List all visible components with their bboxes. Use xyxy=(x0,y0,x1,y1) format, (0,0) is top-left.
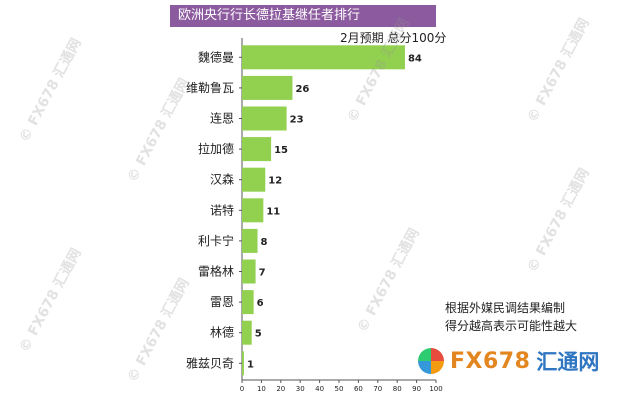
data-label: 7 xyxy=(259,268,266,279)
bar xyxy=(242,45,405,70)
category-label: 汉森 xyxy=(210,172,234,187)
category-label: 魏德曼 xyxy=(198,49,234,64)
x-tick-label: 70 xyxy=(373,385,382,393)
data-label: 26 xyxy=(295,84,309,95)
fx678-logo-icon xyxy=(418,348,444,374)
data-label: 11 xyxy=(266,206,280,217)
x-tick-label: 20 xyxy=(276,385,285,393)
data-label: 15 xyxy=(274,145,288,156)
x-tick-label: 30 xyxy=(296,385,305,393)
bar xyxy=(242,259,256,284)
category-label: 连恩 xyxy=(210,111,234,126)
data-label: 23 xyxy=(290,115,304,126)
x-tick-label: 90 xyxy=(412,385,421,393)
chart-subtitle: 2月预期 总分100分 xyxy=(340,31,447,45)
bar xyxy=(242,320,252,345)
note-line-1: 根据外媒民调结果编制 xyxy=(445,301,566,315)
data-label: 84 xyxy=(408,53,422,64)
x-tick-label: 100 xyxy=(429,385,442,393)
category-label: 雷恩 xyxy=(210,295,234,309)
category-label: 维勒鲁瓦 xyxy=(186,81,234,95)
bar xyxy=(242,290,254,315)
bar xyxy=(242,351,244,376)
data-label: 12 xyxy=(268,176,282,187)
bar xyxy=(242,167,266,192)
bar xyxy=(242,228,258,253)
category-label: 诺特 xyxy=(210,202,234,217)
x-tick-label: 40 xyxy=(315,385,324,393)
bar xyxy=(242,106,287,131)
data-label: 8 xyxy=(261,237,268,248)
x-tick-label: 10 xyxy=(257,385,266,393)
category-label: 雷格林 xyxy=(198,264,234,279)
category-label: 拉加德 xyxy=(198,141,234,156)
category-label: 雅兹贝奇 xyxy=(186,355,234,370)
data-label: 5 xyxy=(255,329,262,340)
bar xyxy=(242,75,293,100)
fx678-logo: FX678 汇通网 xyxy=(418,346,599,376)
x-tick-label: 60 xyxy=(354,385,363,393)
bar xyxy=(242,198,264,223)
x-tick-label: 50 xyxy=(335,385,344,393)
logo-cn-text: 汇通网 xyxy=(536,350,600,374)
note-line-2: 得分越高表示可能性越大 xyxy=(445,319,578,333)
x-tick-label: 0 xyxy=(240,385,244,393)
chart-title: 欧洲央行行长德拉基继任者排行 xyxy=(170,5,436,27)
bar xyxy=(242,137,272,162)
data-label: 6 xyxy=(257,298,264,309)
category-label: 林德 xyxy=(210,325,234,340)
logo-text: FX678 xyxy=(450,348,531,374)
data-label: 1 xyxy=(247,359,254,370)
x-tick-label: 80 xyxy=(393,385,402,393)
category-label: 利卡宁 xyxy=(198,233,234,248)
